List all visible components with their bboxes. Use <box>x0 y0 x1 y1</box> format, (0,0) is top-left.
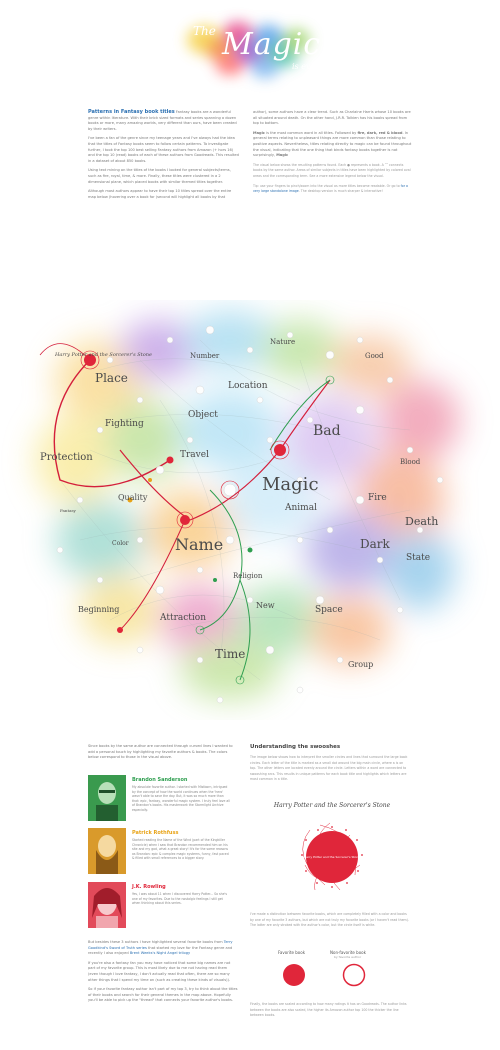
header-watercolor <box>187 22 310 78</box>
topic-areas <box>35 310 460 700</box>
term-location: Location <box>228 381 268 391</box>
author-name: Brandon Sanderson <box>132 777 188 783</box>
bl-p4: So if your favorite fantasy author isn't… <box>88 987 238 1003</box>
term-death: Death <box>405 515 438 528</box>
bl-p1: Since books by the same author are conne… <box>88 744 233 760</box>
term-travel: Travel <box>180 450 209 460</box>
rowling-portrait <box>88 882 126 928</box>
term-blood: Blood <box>400 458 421 466</box>
term-religion: Religion <box>233 572 263 580</box>
intro-left-column: Patterns in Fantasy book titles Fantasy … <box>88 109 240 204</box>
intro-r2: Magic is the most common word in all tit… <box>253 131 413 159</box>
hp-book-circle <box>306 831 358 883</box>
intro-r4: Tip: use your fingers to pinch/zoom into… <box>253 184 413 195</box>
term-bad: Bad <box>313 423 341 439</box>
term-nature: Nature <box>270 338 295 346</box>
nonfav-circle <box>342 963 366 987</box>
network-lines <box>59 339 411 681</box>
author-text: Yes, I was about 11 when I discovered Ha… <box>132 892 227 906</box>
sword-of-truth-link[interactable]: Terry Goodkind's Sword of Truth series <box>88 940 233 950</box>
intro-p2: I've been a fan of the genre since my te… <box>88 136 239 163</box>
author-rothfuss[interactable]: Patrick Rothfuss Started reading the Nam… <box>88 828 233 878</box>
magic-word: Magic <box>253 130 265 135</box>
intro-right-column: author), some authors have a clear trend… <box>253 110 413 199</box>
term-new: New <box>256 601 275 610</box>
intro-r1: author), some authors have a clear trend… <box>253 110 411 126</box>
swooshes-heading: Understanding the swooshes <box>250 744 341 750</box>
term-group: Group <box>348 660 373 669</box>
intro-r3: The visual below shows the resulting pat… <box>253 162 411 178</box>
term-state: State <box>406 553 430 563</box>
term-labels: Place Number Nature Good Location Fighti… <box>40 338 438 669</box>
page-header: The Magic is everywhere <box>0 0 500 100</box>
intro-heading: Patterns in Fantasy book titles <box>88 109 175 115</box>
title-everywhere: is everywhere <box>292 62 349 71</box>
hp-diagram-title: Harry Potter and the Sorcerer's Stone <box>273 802 391 809</box>
sanderson-portrait <box>88 775 126 821</box>
term-number: Number <box>190 352 220 360</box>
bl-p2-a: But besides these 3 authors I have highl… <box>88 940 224 944</box>
bottom-left-intro: Since books by the same author are conne… <box>88 744 238 765</box>
author-name: Patrick Rothfuss <box>132 830 179 836</box>
intro-p1: Patterns in Fantasy book titles Fantasy … <box>88 109 240 132</box>
hp-annotation: Harry Potter and the Sorcerer's Stone <box>54 352 152 358</box>
bl-p3: If you're also a fantasy fan you may hav… <box>88 960 231 982</box>
author-text: Started reading the Name of the Wind (pa… <box>132 838 229 861</box>
bottom-left-outro: But besides these 3 authors I have highl… <box>88 940 238 1008</box>
term-beginning: Beginning <box>78 605 119 614</box>
term-attraction: Attraction <box>159 613 206 623</box>
term-place: Place <box>95 371 128 385</box>
hp-circle-label: Harry Potter and the Sorcerer's Stone <box>304 855 360 859</box>
author-text: My absolute favorite author. I started w… <box>132 785 230 812</box>
standalone-image-link[interactable]: for a very large standalone image <box>253 183 409 194</box>
nonfav-label: Non-favorite book <box>330 950 366 955</box>
term-protection: Protection <box>40 452 93 463</box>
term-quality: Quality <box>118 493 148 502</box>
common-words: fire, dark, red & blood <box>357 130 403 135</box>
tip-text-end: . The desktop version is much sharper & … <box>298 189 383 194</box>
term-fantasy: Fantasy <box>60 508 77 513</box>
fantasy-titles-map[interactable]: Harry Potter and the Sorcerer's Stone Pl… <box>0 300 500 720</box>
term-name: Name <box>175 535 223 554</box>
title-the: The <box>193 24 216 38</box>
swooshes-p3: Finally, the books are scaled according … <box>250 1002 407 1018</box>
term-fire: Fire <box>368 493 387 503</box>
intro-p4: Although most authors appear to have the… <box>88 189 232 199</box>
nonfav-sub: by favorite author <box>334 955 362 959</box>
tip-text: Tip: use your fingers to pinch/zoom into… <box>253 183 401 188</box>
swooshes-p2: I've made a distinction between favorite… <box>250 912 409 928</box>
author-threads <box>39 343 331 681</box>
author-rowling[interactable]: J.K. Rowling Yes, I was about 11 when I … <box>88 882 233 932</box>
r2-text-d: . In general terms relating to unpleasan… <box>253 130 412 158</box>
term-good: Good <box>365 352 384 360</box>
night-angel-link[interactable]: Brent Weeks's Night Angel trilogy <box>129 951 191 956</box>
term-time: Time <box>215 647 245 661</box>
term-animal: Animal <box>284 503 317 513</box>
intro-p1-text: Fantasy books are a wonderful genre with… <box>88 110 237 131</box>
bl-p2: But besides these 3 authors I have highl… <box>88 940 238 957</box>
swoosh-diagram: Harry Potter and the Sorcerer's Stone Ha… <box>273 802 391 891</box>
author-name: J.K. Rowling <box>132 884 166 890</box>
author-sanderson[interactable]: Brandon Sanderson My absolute favorite a… <box>88 775 233 825</box>
fav-label: Favorite book <box>278 950 306 955</box>
magic-word-2: Magic <box>276 153 289 158</box>
rothfuss-portrait <box>88 828 126 874</box>
term-fighting: Fighting <box>105 419 144 429</box>
book-nodes[interactable] <box>56 325 444 704</box>
term-magic: Magic <box>262 474 319 495</box>
r2-text-b: is the most common word in all titles. F… <box>264 130 358 135</box>
term-object: Object <box>188 410 218 420</box>
term-space: Space <box>315 605 343 615</box>
intro-p3: Using text mining on the titles of the b… <box>88 168 231 184</box>
bl-p2-c: that started my love for the Fantasy gen… <box>88 945 233 956</box>
title-magic: Magic <box>222 27 322 62</box>
legend-circles <box>283 963 366 987</box>
swooshes-p1: The image below shows how to interpret t… <box>250 755 408 782</box>
term-dark: Dark <box>360 537 391 551</box>
fav-circle <box>283 964 305 986</box>
book-legend: Favorite book Non-favorite book by favor… <box>262 950 412 990</box>
term-color: Color <box>112 540 129 547</box>
letter-dots <box>301 826 363 888</box>
